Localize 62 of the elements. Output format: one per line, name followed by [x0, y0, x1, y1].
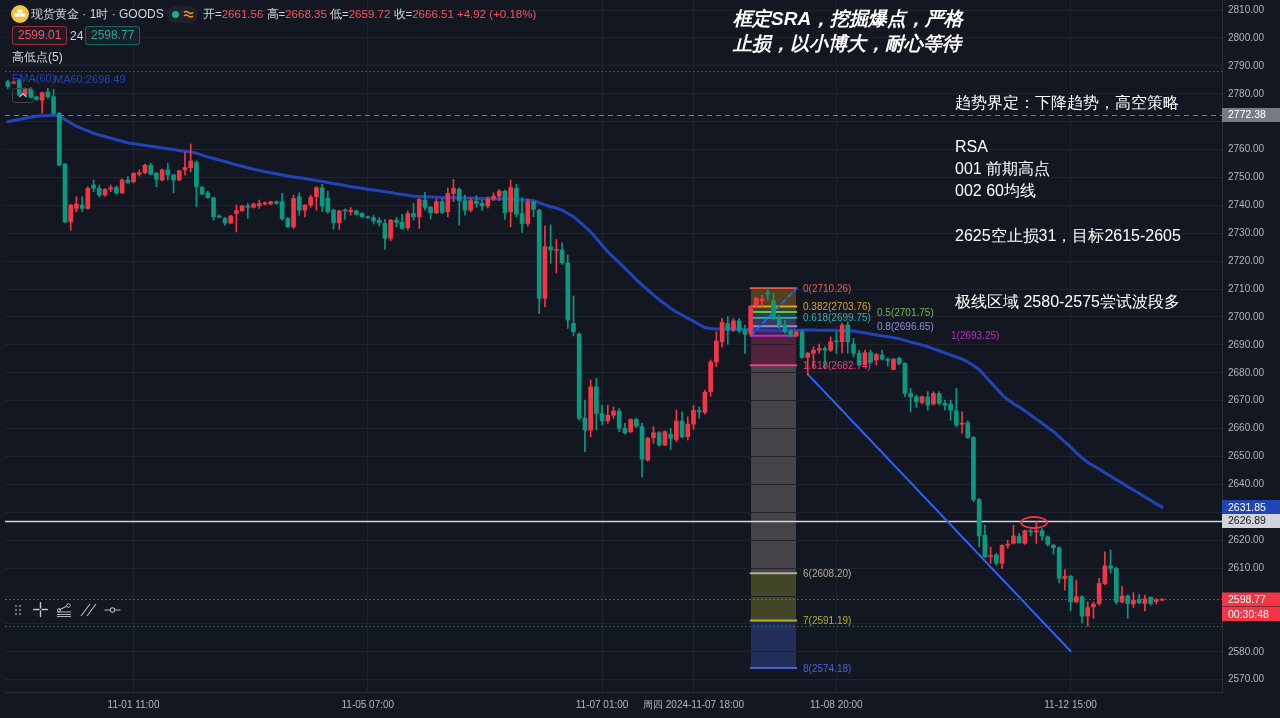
y-tick-label: 2700.00: [1228, 310, 1265, 322]
annotation: 2598.77: [91, 28, 135, 42]
y-tick-label: 2710.00: [1228, 282, 1265, 294]
ref-line-label: 2772.38: [1228, 108, 1267, 121]
y-tick-label: 2650.00: [1228, 450, 1265, 462]
annotation: 0.5(2701.75): [877, 306, 934, 318]
candlestick: [765, 288, 771, 301]
x-tick-label: 11-05 07:00: [341, 698, 395, 710]
text: 现货黄金 · 1时 · GOODS: [31, 7, 164, 21]
candlestick: [725, 316, 731, 345]
y-tick-label: 2690.00: [1228, 338, 1265, 350]
y-tick-label: 2790.00: [1228, 59, 1265, 71]
y-tick-label: 2660.00: [1228, 422, 1265, 434]
annotation: 0.382(2703.76): [803, 301, 871, 312]
annotation: 趋势界定：下降趋势，高空策略: [955, 94, 1179, 111]
annotation: 8(2574.18): [803, 662, 852, 674]
x-tick-label: 11-01 11:00: [107, 698, 160, 710]
y-tick-label: 2780.00: [1228, 87, 1265, 99]
annotation: RSA: [955, 138, 988, 155]
text: 00:30:48: [1228, 608, 1269, 620]
candlestick: [245, 203, 251, 219]
ref-line-label: 2598.77: [1228, 592, 1267, 605]
x-tick-label: 周四 2024-11-07 18:00: [642, 698, 745, 710]
annotation: 24: [70, 29, 84, 43]
annotation: 0.8(2696.65): [877, 320, 934, 332]
annotation: 6(2608.20): [803, 567, 852, 579]
y-tick-label: 2570.00: [1228, 673, 1265, 685]
text: 开=2661.56 高=2668.35 低=2659.72 收=2666.51 +4.92 (+0.18%): [203, 8, 537, 20]
x-tick-label: 11-12 15:00: [1044, 698, 1098, 710]
annotation: 0.618(2699.75): [803, 312, 871, 324]
annotation: 2599.01: [18, 28, 62, 42]
y-tick-label: 2680.00: [1228, 366, 1265, 378]
annotation: 1(2693.25): [951, 330, 1000, 342]
annotation: 002 60均线: [955, 182, 1036, 199]
y-tick-label: 2730.00: [1228, 227, 1265, 239]
annotation: 框定SRA，挖掘爆点，严格止损，以小博大，耐心等待: [733, 8, 964, 54]
y-tick-label: 2810.00: [1228, 3, 1265, 15]
y-tick-label: 2620.00: [1228, 533, 1265, 545]
annotation: MA60:2698.49: [54, 73, 126, 85]
annotation: 极线区域 2580-2575尝试波段多: [955, 293, 1180, 310]
annotation: 0(2710.26): [803, 283, 852, 294]
y-tick-label: 2740.00: [1228, 199, 1265, 211]
x-tick-label: 11-08 20:00: [810, 698, 864, 710]
y-tick-label: 2760.00: [1228, 143, 1265, 155]
text: EMA(60): [12, 72, 56, 85]
annotation: 2625空止损31，目标2615-2605: [955, 227, 1181, 244]
candlestick: [1062, 569, 1068, 591]
y-tick-label: 2610.00: [1228, 561, 1265, 573]
y-tick-label: 2670.00: [1228, 394, 1265, 406]
text: 2631.85: [1228, 501, 1266, 513]
ref-line-label: 2626.89: [1228, 514, 1267, 527]
annotation: 7(2591.19): [803, 615, 852, 627]
candlestick: [696, 406, 702, 419]
y-tick-label: 2640.00: [1228, 478, 1265, 490]
y-tick-label: 2720.00: [1228, 254, 1265, 266]
y-tick-label: 2800.00: [1228, 31, 1265, 43]
x-tick-label: 11-07 01:00: [575, 698, 629, 710]
line-series: [749, 287, 798, 337]
annotation: 001 前期高点: [955, 160, 1051, 177]
y-tick-label: 2580.00: [1228, 645, 1265, 657]
annotation: 高低点(5): [12, 50, 63, 64]
y-tick-label: 2750.00: [1228, 171, 1265, 183]
